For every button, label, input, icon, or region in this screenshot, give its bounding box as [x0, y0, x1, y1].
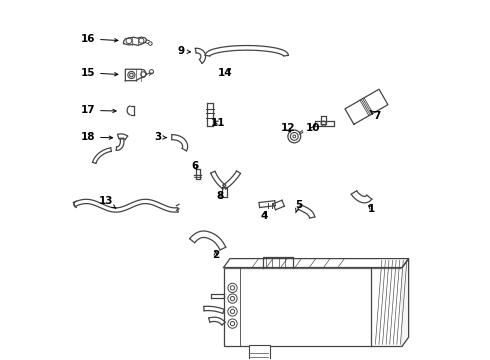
Text: 7: 7 [370, 111, 381, 121]
Text: 14: 14 [218, 68, 233, 78]
Polygon shape [223, 258, 409, 267]
Text: 1: 1 [368, 203, 375, 213]
Text: 4: 4 [261, 211, 269, 221]
Text: 13: 13 [98, 197, 116, 208]
Bar [223, 267, 402, 346]
Text: 12: 12 [281, 123, 295, 133]
Text: 11: 11 [211, 118, 225, 128]
Text: 16: 16 [80, 34, 118, 44]
Bar [248, 345, 270, 360]
Text: 3: 3 [154, 132, 167, 142]
Text: 9: 9 [177, 46, 191, 57]
Text: 18: 18 [80, 132, 113, 142]
Text: 2: 2 [212, 250, 220, 260]
Text: 17: 17 [80, 105, 116, 115]
Text: 8: 8 [217, 191, 223, 201]
Text: 10: 10 [306, 123, 320, 133]
Polygon shape [402, 258, 409, 346]
Text: 15: 15 [80, 68, 118, 78]
Text: 6: 6 [192, 161, 198, 171]
Text: 5: 5 [295, 200, 302, 213]
